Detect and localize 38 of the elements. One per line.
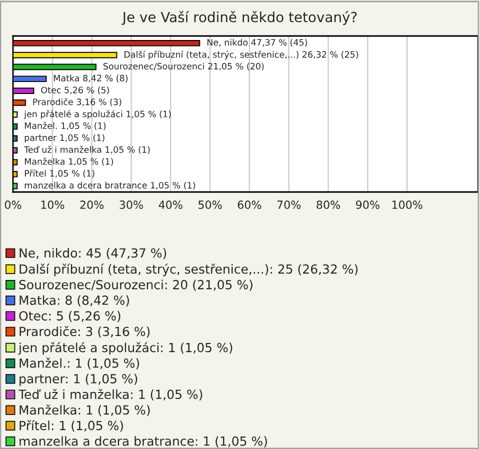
data-label: Manžel. 1,05 % (1)	[24, 122, 106, 130]
legend-label: Teď už i manželka: 1 (1,05 %)	[18, 388, 202, 401]
data-label: Manželka 1,05 % (1)	[24, 158, 114, 166]
data-label: Další příbuzní (teta, strýc, sestřenice,...) 26,32 % (25)	[124, 50, 358, 60]
legend-label: Manželka: 1 (1,05 %)	[20, 404, 150, 416]
data-label: Matka 8,42 % (8)	[54, 74, 128, 82]
legend-label: Otec: 5 (5,26 %)	[19, 310, 120, 322]
data-label: Otec 5,26 % (5)	[41, 86, 109, 94]
data-label: jen přátelé a spolužáci 1,05 % (1)	[24, 110, 171, 120]
data-label: Přítel 1,05 % (1)	[24, 170, 94, 178]
data-label: Prarodiče 3,16 % (3)	[33, 98, 122, 106]
x-tick-label: 40%	[158, 200, 182, 209]
legend-label: Další příbuzní (teta, strýc, sestřenice,...): 25 (26,32 %)	[20, 264, 358, 276]
x-tick-label: 60%	[238, 200, 262, 209]
x-tick-label: 10%	[41, 200, 64, 209]
x-tick-label: 50%	[198, 200, 222, 209]
legend-label: jen přátelé a spolužáci: 1 (1,05 %)	[18, 342, 232, 355]
chart-title: Je ve Vaší rodině někdo tetovaný?	[122, 11, 357, 25]
data-label: Sourozenec/Sourozenci 21,05 % (20)	[103, 62, 264, 71]
data-label: Ne, nikdo 47,37 % (45)	[207, 38, 307, 47]
data-label: Teď už i manželka 1,05 % (1)	[24, 146, 150, 154]
data-label: partner 1,05 % (1)	[24, 134, 104, 143]
x-tick-label: 90%	[356, 200, 380, 209]
x-tick-label: 0%	[4, 200, 22, 209]
legend-label: Sourozenec/Sourozenci: 20 (21,05 %)	[19, 280, 252, 291]
data-label: manzelka a dcera bratrance 1,05 % (1)	[24, 182, 196, 190]
legend-label: partner: 1 (1,05 %)	[20, 374, 138, 386]
legend-label: Prarodiče: 3 (3,16 %)	[20, 326, 150, 338]
legend-label: Matka: 8 (8,42 %)	[20, 295, 129, 306]
x-tick-label: 30%	[120, 200, 143, 209]
legend-label: Ne, nikdo: 45 (47,37 %)	[20, 248, 166, 260]
legend-label: Manžel.: 1 (1,05 %)	[20, 358, 140, 370]
x-tick-label: 20%	[80, 200, 104, 209]
legend-label: Přítel: 1 (1,05 %)	[20, 420, 123, 432]
x-tick-label: 70%	[277, 200, 301, 209]
legend-label: manzelka a dcera bratrance: 1 (1,05 %)	[20, 436, 267, 448]
x-tick-label: 100%	[392, 200, 422, 209]
x-tick-label: 80%	[316, 200, 340, 209]
